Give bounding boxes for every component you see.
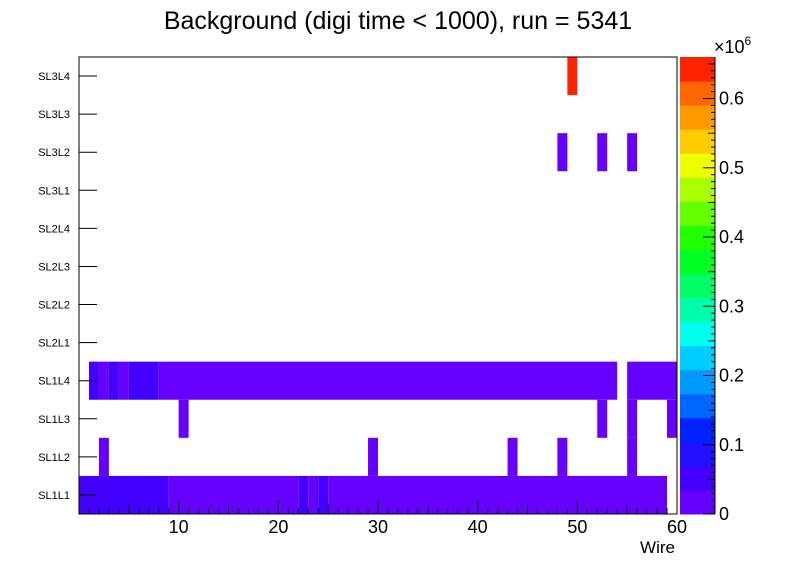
heatmap-cell: [627, 361, 677, 400]
color-scale-tick-label: 0: [719, 504, 729, 524]
color-scale-tick-label: 0.1: [719, 435, 744, 455]
heatmap-cells: [79, 57, 677, 514]
color-scale-segment: [680, 225, 715, 250]
color-scale-segment: [680, 369, 715, 395]
color-scale-segment: [680, 153, 715, 178]
heatmap-cell: [667, 399, 677, 438]
y-tick-label: SL2L2: [38, 300, 70, 312]
color-scale-tick-label: 0.2: [719, 366, 744, 386]
color-scale-segment: [680, 465, 715, 491]
heatmap-cell: [178, 399, 189, 438]
heatmap-cell: [557, 437, 568, 476]
x-tick-label: 30: [368, 517, 388, 537]
color-scale-segment: [680, 81, 715, 106]
heatmap-cell: [128, 361, 159, 400]
color-scale-exponent: 6: [745, 34, 752, 48]
y-tick-label: SL1L3: [38, 414, 70, 426]
x-tick-label: 20: [268, 517, 288, 537]
x-axis-label: Wire: [640, 538, 675, 557]
y-tick-label: SL2L1: [38, 338, 70, 350]
heatmap-cell: [298, 475, 309, 514]
color-scale-segment: [680, 105, 715, 130]
heatmap-cell: [597, 133, 608, 172]
heatmap-cell: [627, 437, 638, 476]
color-scale-segment: [680, 57, 715, 82]
color-scale-segment: [680, 321, 715, 347]
y-tick-label: SL3L3: [38, 109, 70, 121]
y-tick-label: SL3L2: [38, 147, 70, 159]
color-scale-segment: [680, 201, 715, 226]
x-tick-label: 40: [468, 517, 488, 537]
heatmap-cell: [318, 475, 329, 514]
x-axis: 10 20 30 40 50 60: [78, 500, 687, 537]
chart-title: Background (digi time < 1000), run = 534…: [164, 7, 632, 35]
color-scale-tick-label: 0.6: [719, 89, 744, 109]
color-scale-segment: [680, 345, 715, 371]
x-tick-label: 10: [169, 517, 189, 537]
heatmap-cell: [158, 361, 618, 400]
color-scale-tick-label: 0.3: [719, 296, 744, 316]
heatmap-cell: [168, 475, 299, 514]
y-tick-label: SL1L4: [38, 376, 70, 388]
x-tick-label: 60: [667, 517, 687, 537]
color-scale-multiplier: ×106: [714, 34, 752, 57]
color-scale-segment: [680, 177, 715, 202]
heatmap-cell: [118, 361, 129, 400]
heatmap-cell: [368, 437, 378, 476]
y-tick-label: SL1L2: [38, 452, 70, 464]
heatmap-cell: [98, 437, 109, 476]
heatmap-cell: [507, 437, 518, 476]
color-scale-segment: [680, 417, 715, 443]
color-scale-tick-label: 0.5: [719, 158, 744, 178]
heatmap-cell: [627, 133, 638, 172]
color-scale-segment: [680, 489, 715, 515]
heatmap-cell: [597, 399, 608, 438]
y-tick-label: SL2L4: [38, 223, 70, 235]
heatmap-cell: [328, 475, 668, 514]
color-scale: 0 0.1 0.2 0.3 0.4 0.5 0.6: [680, 57, 744, 524]
color-scale-segment: [680, 273, 715, 299]
heatmap-cell: [627, 399, 638, 438]
x-tick-label: 50: [567, 517, 587, 537]
heatmap-cell: [108, 361, 119, 400]
heatmap-cell: [98, 361, 109, 400]
heatmap-cell: [557, 133, 568, 172]
heatmap-cell: [567, 57, 578, 96]
color-scale-segment: [680, 297, 715, 323]
y-tick-label: SL1L1: [38, 490, 70, 502]
y-tick-label: SL3L1: [38, 185, 70, 197]
y-tick-label: SL3L4: [38, 71, 70, 83]
heatmap-cell: [308, 475, 319, 514]
y-axis: SL1L1 SL1L2 SL1L3 SL1L4 SL2L1 SL2L2 SL2L3 SL2L4…: [38, 71, 97, 502]
color-scale-segment: [680, 393, 715, 419]
color-scale-segment: [680, 441, 715, 467]
color-scale-tick-label: 0.4: [719, 227, 744, 247]
color-scale-segment: [680, 249, 715, 274]
y-tick-label: SL2L3: [38, 261, 70, 273]
